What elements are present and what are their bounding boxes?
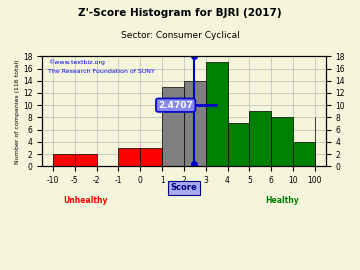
Text: Z'-Score Histogram for BJRI (2017): Z'-Score Histogram for BJRI (2017) bbox=[78, 8, 282, 18]
Text: Sector: Consumer Cyclical: Sector: Consumer Cyclical bbox=[121, 31, 239, 40]
Text: Healthy: Healthy bbox=[265, 195, 299, 205]
Bar bbox=[249, 111, 271, 166]
Bar bbox=[53, 154, 75, 166]
Text: Unhealthy: Unhealthy bbox=[63, 195, 108, 205]
Bar bbox=[271, 117, 293, 166]
Bar bbox=[75, 154, 96, 166]
Bar bbox=[162, 87, 184, 166]
Bar bbox=[293, 142, 315, 166]
Bar bbox=[228, 123, 249, 166]
Bar bbox=[206, 62, 228, 166]
Y-axis label: Number of companies (116 total): Number of companies (116 total) bbox=[15, 59, 20, 164]
Text: 2.4707: 2.4707 bbox=[158, 101, 193, 110]
Text: The Research Foundation of SUNY: The Research Foundation of SUNY bbox=[48, 69, 155, 75]
Bar bbox=[118, 148, 140, 166]
Bar bbox=[140, 148, 162, 166]
Text: Score: Score bbox=[171, 183, 197, 192]
Bar bbox=[184, 81, 206, 166]
Text: ©www.textbiz.org: ©www.textbiz.org bbox=[48, 60, 105, 65]
